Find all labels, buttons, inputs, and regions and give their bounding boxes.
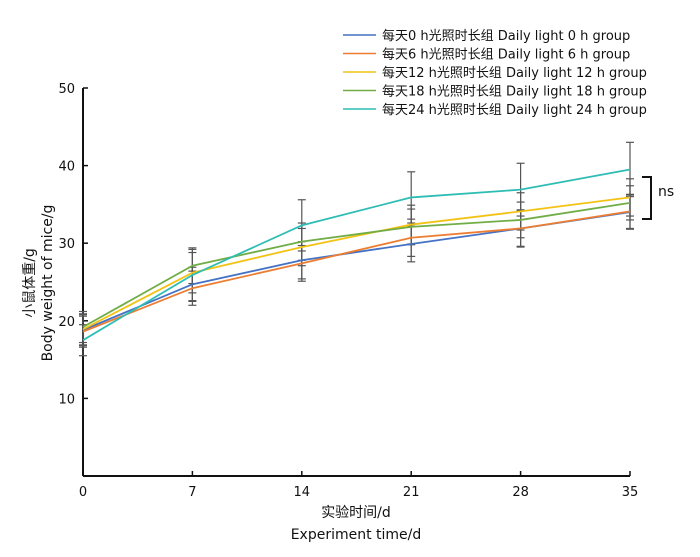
- series-line: [82, 210, 631, 333]
- legend-label: 每天24 h光照时长组 Daily light 24 h group: [382, 102, 647, 118]
- x-axis-label-cn: 实验时间/d: [321, 505, 391, 521]
- significance-bracket: [642, 176, 652, 220]
- legend-label: 每天6 h光照时长组 Daily light 6 h group: [382, 47, 630, 63]
- y-axis-label-cn: 小鼠体重/g: [22, 248, 38, 318]
- significance-label: ns: [658, 184, 674, 200]
- y-tick-label: 40: [58, 160, 75, 175]
- x-tick-label: 14: [294, 485, 311, 500]
- y-tick-label: 30: [58, 237, 75, 252]
- y-tick-label: 20: [58, 315, 75, 330]
- legend-label: 每天0 h光照时长组 Daily light 0 h group: [382, 28, 630, 44]
- series-line: [82, 201, 631, 328]
- x-tick-label: 28: [512, 485, 529, 500]
- x-tick-label: 21: [403, 485, 420, 500]
- x-tick-label: 35: [622, 485, 639, 500]
- legend-label: 每天18 h光照时长组 Daily light 18 h group: [382, 84, 647, 100]
- x-tick-label: 7: [188, 485, 196, 500]
- series-line: [82, 196, 631, 331]
- x-axis-label: Experiment time/d: [291, 527, 422, 543]
- series-line: [82, 211, 631, 331]
- y-tick-label: 50: [58, 82, 75, 97]
- x-tick-label: 0: [79, 485, 87, 500]
- series-line: [82, 168, 631, 341]
- y-tick-label: 10: [58, 392, 75, 407]
- y-axis-label: Body weight of mice/g: [40, 205, 56, 362]
- legend-label: 每天12 h光照时长组 Daily light 12 h group: [382, 65, 647, 81]
